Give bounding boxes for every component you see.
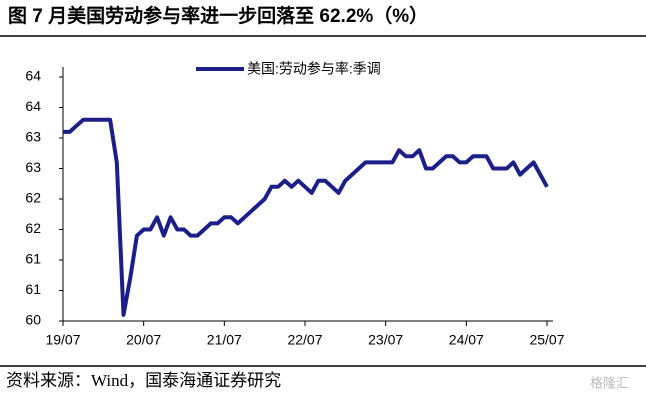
legend-label: 美国:劳动参与率:季调 bbox=[247, 61, 381, 77]
watermark: 格隆汇 bbox=[590, 375, 629, 390]
y-tick-label: 64 bbox=[25, 68, 41, 84]
y-tick-label: 63 bbox=[25, 129, 41, 145]
source: 资料来源：Wind，国泰海通证券研究 bbox=[6, 371, 281, 390]
y-tick-label: 64 bbox=[25, 98, 41, 114]
x-tick-label: 24/07 bbox=[449, 332, 484, 348]
x-tick-label: 19/07 bbox=[45, 332, 80, 348]
y-tick-label: 63 bbox=[25, 159, 41, 175]
x-tick-label: 20/07 bbox=[126, 332, 161, 348]
chart-title: 图 7 月美国劳动参与率进一步回落至 62.2%（%） bbox=[8, 4, 428, 27]
x-tick-label: 22/07 bbox=[287, 332, 322, 348]
y-tick-label: 61 bbox=[25, 281, 41, 297]
x-tick-label: 25/07 bbox=[529, 332, 564, 348]
x-tick-label: 21/07 bbox=[207, 332, 242, 348]
y-tick-label: 62 bbox=[25, 190, 41, 206]
y-tick-label: 60 bbox=[25, 312, 41, 328]
y-tick-label: 62 bbox=[25, 220, 41, 236]
line bbox=[63, 117, 549, 317]
y-tick-label: 61 bbox=[25, 251, 41, 267]
x-tick-label: 23/07 bbox=[368, 332, 403, 348]
